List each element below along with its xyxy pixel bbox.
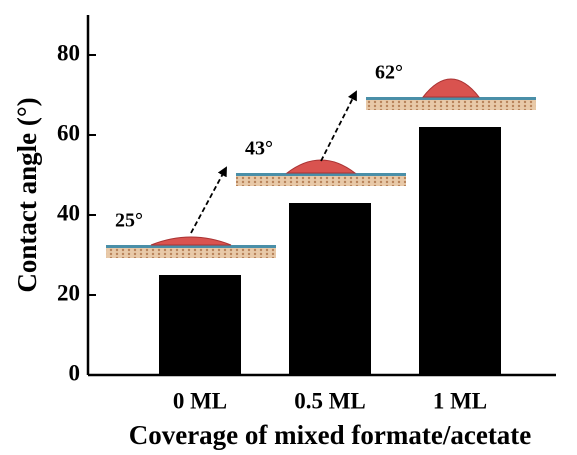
surface-layer <box>366 97 536 100</box>
droplet <box>421 78 481 98</box>
bar <box>289 203 371 375</box>
x-axis-title: Coverage of mixed formate/acetate <box>129 420 532 450</box>
value-label: 43° <box>245 138 273 160</box>
substrate <box>366 100 536 110</box>
y-tick-label: 60 <box>57 120 80 145</box>
y-tick-label: 40 <box>57 200 80 225</box>
droplet <box>150 236 232 246</box>
x-tick-label: 0.5 ML <box>294 388 366 413</box>
bar <box>419 127 501 375</box>
arrow <box>190 166 227 234</box>
bar <box>159 275 241 375</box>
value-label: 62° <box>375 62 403 84</box>
y-tick-label: 20 <box>57 280 80 305</box>
y-axis-title: Contact angle (°) <box>12 97 42 292</box>
y-tick-label: 80 <box>57 40 80 65</box>
surface-layer <box>106 245 276 248</box>
droplet <box>285 159 357 174</box>
x-tick-label: 1 ML <box>433 388 487 413</box>
y-tick-label: 0 <box>69 360 81 385</box>
surface-layer <box>236 173 406 176</box>
arrow <box>320 90 357 162</box>
substrate <box>106 248 276 258</box>
value-label: 25° <box>115 210 143 232</box>
substrate <box>236 176 406 186</box>
x-tick-label: 0 ML <box>173 388 227 413</box>
